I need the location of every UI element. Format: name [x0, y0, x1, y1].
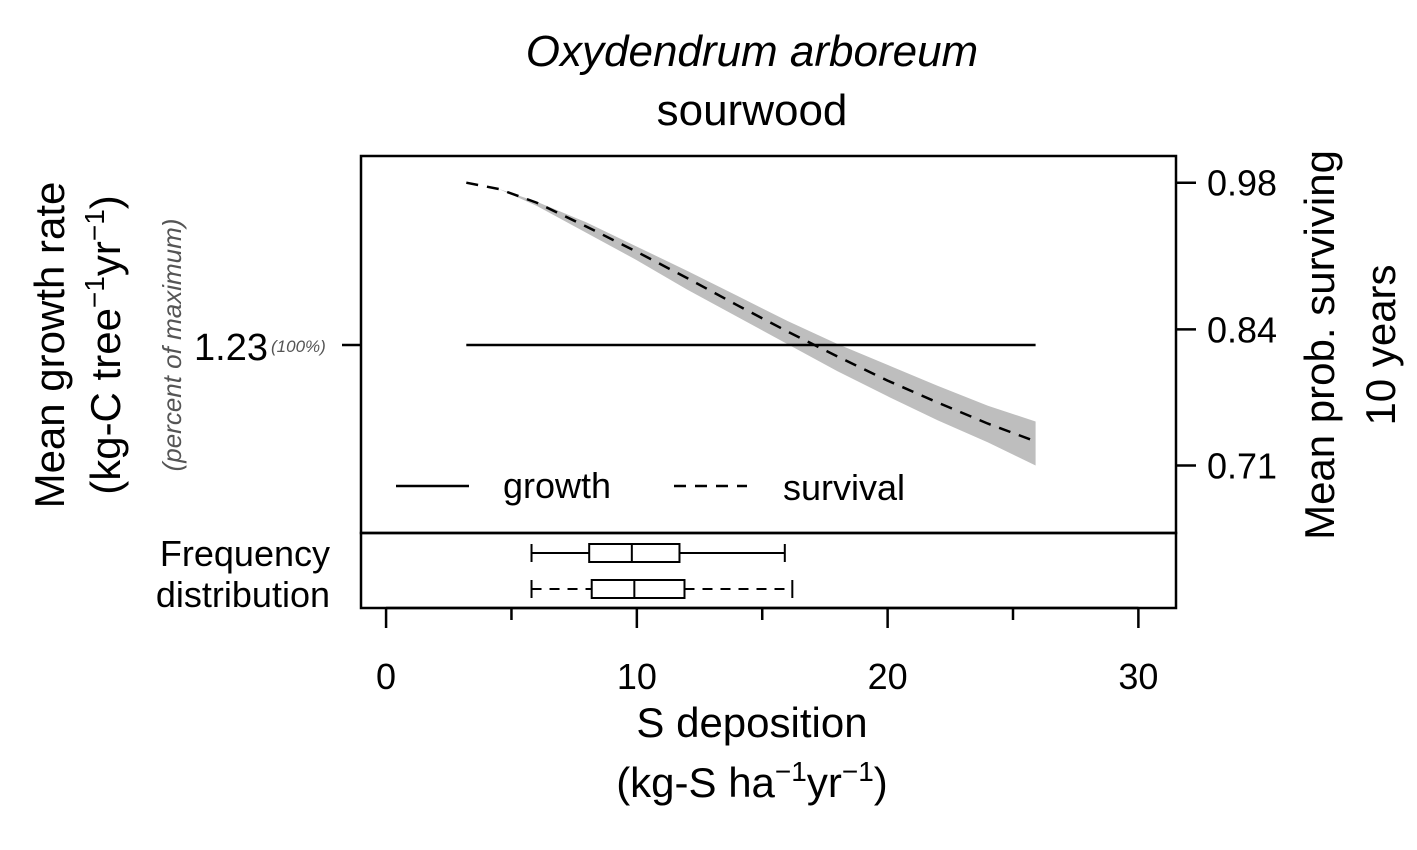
- left-y-axis-note: (percent of maximum): [157, 219, 187, 472]
- boxplot-1-box: [588, 543, 681, 563]
- left-y-axis-label: Mean growth rate: [26, 182, 73, 509]
- legend-survival-label: survival: [783, 467, 905, 508]
- left-tick-label: 1.23: [194, 327, 268, 369]
- left-tick-percent: (100%): [271, 337, 326, 356]
- right-y-axis-label-line2: 10 years: [1357, 264, 1404, 425]
- boxplot-2-box: [590, 579, 686, 599]
- x-tick-label: 0: [376, 656, 396, 697]
- frequency-label-line2: distribution: [156, 574, 330, 615]
- boxplot-layer: [530, 543, 794, 599]
- survival-confidence-band: [498, 189, 1036, 466]
- chart-subtitle: sourwood: [657, 86, 848, 135]
- x-axis-label: S deposition: [636, 699, 867, 746]
- frequency-label-line1: Frequency: [160, 533, 330, 574]
- right-y-axis: 0.98 0.84 0.71: [1176, 163, 1277, 486]
- chart-title: Oxydendrum arboreum: [526, 27, 978, 76]
- frequency-panel-frame: [359, 531, 1178, 610]
- right-y-tick-label: 0.98: [1207, 163, 1277, 204]
- series-survival-line: [466, 181, 1037, 443]
- series-layer: [466, 181, 1037, 443]
- x-tick-label: 20: [868, 656, 908, 697]
- right-y-axis-label-line1: Mean prob. surviving: [1296, 150, 1343, 540]
- left-y-axis-unit: (kg-C tree−1yr−1): [79, 195, 129, 495]
- confidence-band-layer: [498, 189, 1036, 466]
- right-y-tick-label: 0.71: [1207, 445, 1277, 486]
- x-tick-label: 30: [1118, 656, 1158, 697]
- legend-growth-label: growth: [503, 465, 611, 506]
- x-tick-label: 10: [617, 656, 657, 697]
- right-y-tick-label: 0.84: [1207, 309, 1277, 350]
- x-axis-unit: (kg-S ha−1yr−1): [616, 756, 888, 806]
- x-axis: 0 10 20 30: [376, 606, 1158, 697]
